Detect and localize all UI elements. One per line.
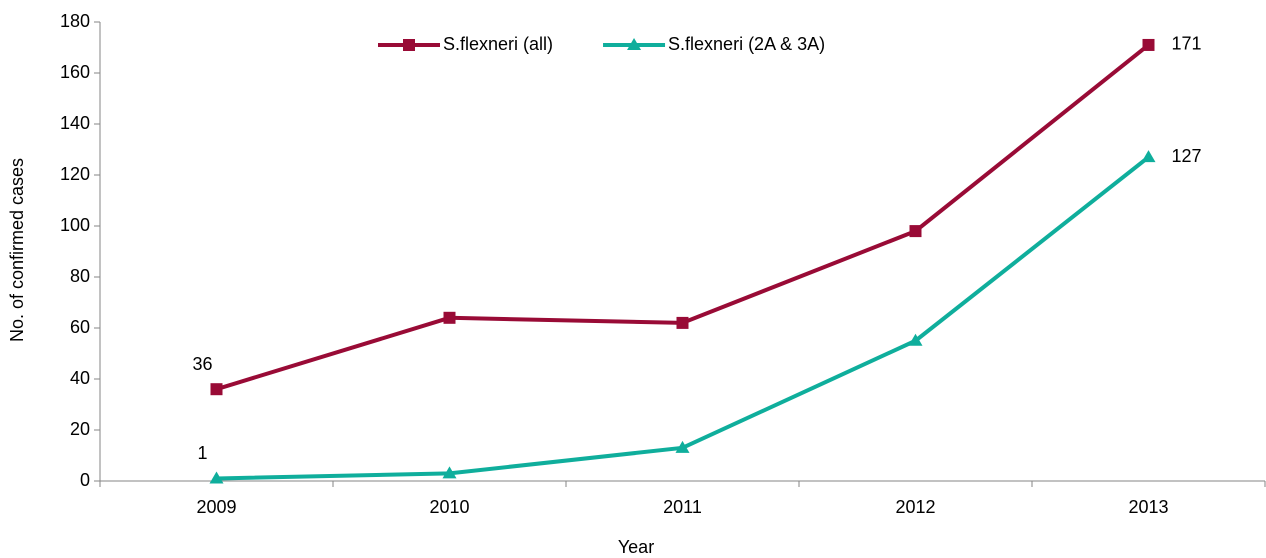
marker: [1142, 38, 1155, 51]
y-tick-label: 120: [60, 164, 90, 184]
x-tick-label: 2009: [196, 497, 236, 517]
x-axis-label: Year: [618, 537, 654, 557]
y-tick-label: 140: [60, 113, 90, 133]
x-tick-label: 2010: [429, 497, 469, 517]
marker: [209, 471, 224, 484]
marker: [443, 311, 456, 324]
data-label: 36: [192, 354, 212, 374]
marker: [210, 383, 223, 396]
y-tick-label: 80: [70, 266, 90, 286]
marker: [1141, 150, 1156, 163]
y-tick-label: 0: [80, 470, 90, 490]
x-tick-label: 2012: [895, 497, 935, 517]
y-tick-label: 60: [70, 317, 90, 337]
marker: [675, 440, 690, 453]
legend-label: S.flexneri (all): [443, 34, 553, 54]
y-tick-label: 40: [70, 368, 90, 388]
marker: [442, 466, 457, 479]
data-label: 171: [1172, 34, 1202, 54]
legend-label: S.flexneri (2A & 3A): [668, 34, 825, 54]
marker: [403, 39, 415, 51]
y-tick-label: 160: [60, 62, 90, 82]
marker: [908, 333, 923, 346]
y-tick-label: 100: [60, 215, 90, 235]
y-tick-label: 180: [60, 11, 90, 31]
marker: [627, 38, 642, 50]
y-tick-label: 20: [70, 419, 90, 439]
marker: [909, 225, 922, 238]
x-tick-label: 2011: [663, 497, 702, 517]
series-line: [215, 43, 1150, 392]
marker: [676, 316, 689, 329]
data-label: 1: [197, 443, 207, 463]
x-tick-label: 2013: [1128, 497, 1168, 517]
data-label: 127: [1172, 146, 1202, 166]
y-axis-label: No. of confirmed cases: [7, 158, 27, 342]
